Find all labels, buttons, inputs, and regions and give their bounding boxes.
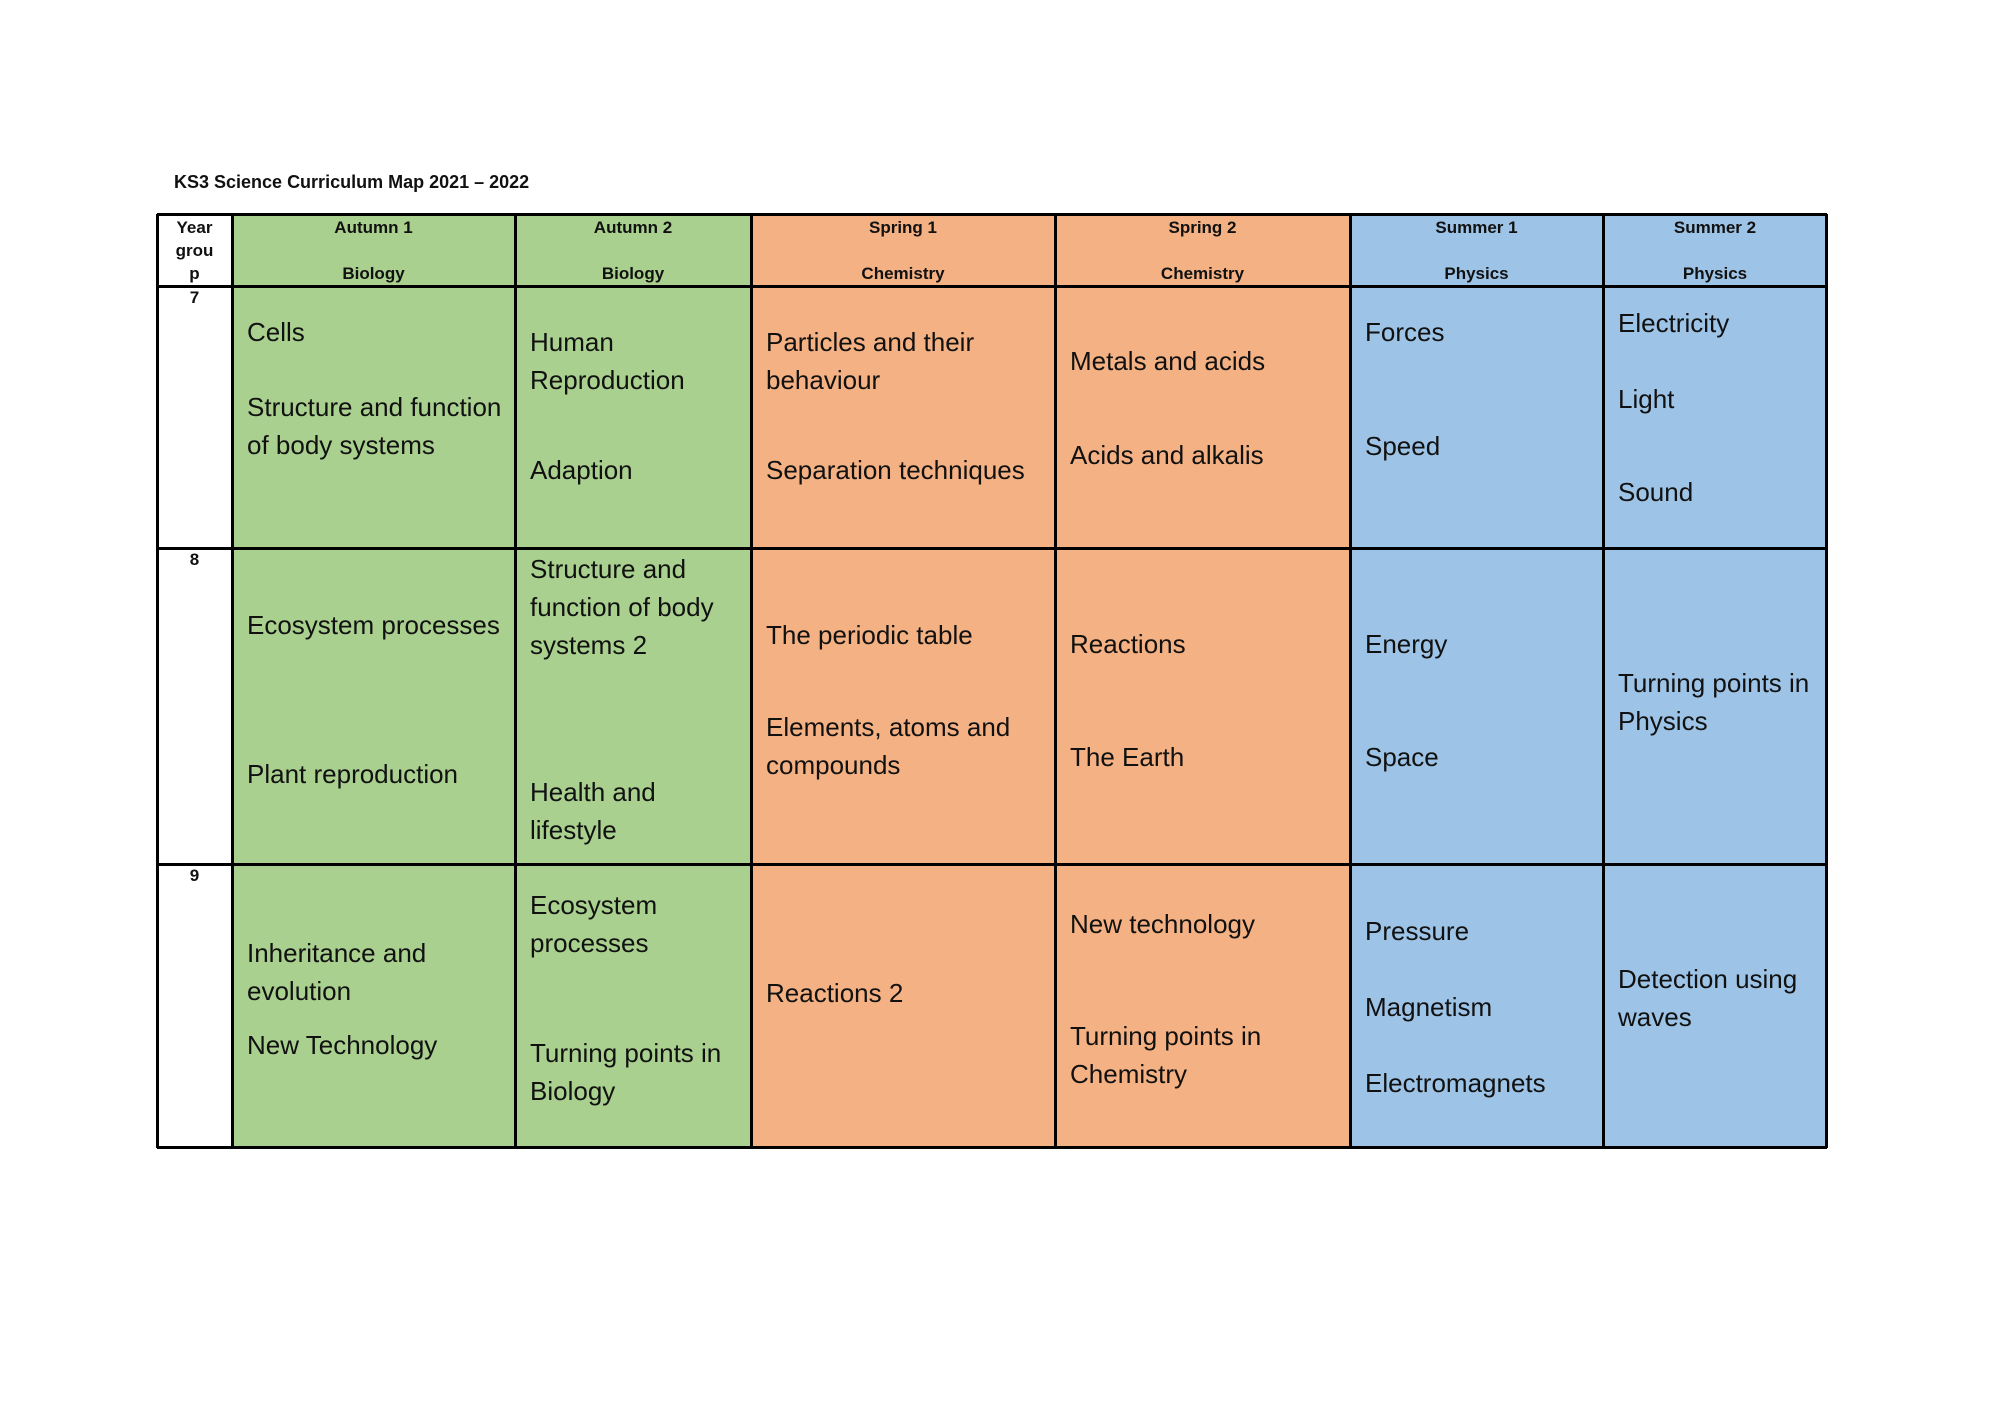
table-border: [156, 214, 159, 1148]
topic-cell: Particles and their behaviour Separation…: [751, 286, 1055, 548]
topic-cell: Human Reproduction Adaption: [515, 286, 751, 548]
topic-cell: Metals and acids Acids and alkalis: [1055, 286, 1350, 548]
topic: Turning points in Biology: [530, 1038, 722, 1106]
topic-cell: Reactions The Earth: [1055, 548, 1350, 864]
column-divider: [514, 214, 517, 1148]
topic: Cells: [247, 317, 305, 347]
year-number: 7: [189, 288, 200, 307]
topic: Magnetism: [1365, 992, 1493, 1022]
topic: Acids and alkalis: [1070, 440, 1264, 470]
table-border: [157, 1146, 1827, 1149]
row-divider: [157, 863, 1827, 866]
topic-cell: New technology Turning points in Chemist…: [1055, 864, 1350, 1148]
term-label: Spring 2: [1168, 218, 1237, 237]
topic: The Earth: [1070, 742, 1185, 772]
column-header-spring-1: Spring 1 Chemistry: [751, 214, 1055, 286]
topic-cell: Inheritance and evolution New Technology: [232, 864, 515, 1148]
year-cell: 8: [157, 548, 232, 864]
topic: Separation techniques: [766, 455, 1025, 485]
year-number: 8: [189, 550, 200, 569]
year-group-header: Year grou p: [157, 214, 232, 286]
table-border: [157, 213, 1827, 216]
topic-cell: Structure and function of body systems 2…: [515, 548, 751, 864]
year-number: 9: [189, 866, 200, 885]
topic: Space: [1365, 742, 1439, 772]
topic: Electricity: [1618, 308, 1730, 338]
row-divider: [157, 547, 1827, 550]
topic-cell: Pressure Magnetism Electromagnets: [1350, 864, 1603, 1148]
column-divider: [750, 214, 753, 1148]
topic-cell: Energy Space: [1350, 548, 1603, 864]
term-label: Autumn 1: [334, 218, 413, 237]
subject-label: Chemistry: [861, 264, 945, 283]
topic-cell: Ecosystem processes Turning points in Bi…: [515, 864, 751, 1148]
year-header-line: p: [189, 264, 200, 283]
topic: Structure and function of body systems 2: [530, 554, 714, 660]
topic: Reactions: [1070, 629, 1186, 659]
topic: Adaption: [530, 455, 633, 485]
topic: Reactions 2: [766, 978, 904, 1008]
topic: The periodic table: [766, 620, 973, 650]
topic-cell: Ecosystem processes Plant reproduction: [232, 548, 515, 864]
year-header-line: Year: [176, 218, 213, 237]
topic: Inheritance and evolution: [247, 938, 427, 1006]
column-divider: [1349, 214, 1352, 1148]
term-label: Spring 1: [868, 218, 937, 237]
subject-label: Biology: [342, 264, 405, 283]
topic: Particles and their behaviour: [766, 327, 975, 395]
topic: Structure and function of body systems: [247, 392, 502, 460]
topic: New Technology: [247, 1030, 438, 1060]
term-label: Summer 1: [1435, 218, 1518, 237]
column-header-summer-2: Summer 2 Physics: [1603, 214, 1827, 286]
topic: Energy: [1365, 629, 1448, 659]
topic-cell: Electricity Light Sound: [1603, 286, 1827, 548]
topic: Detection using waves: [1618, 964, 1798, 1032]
topic: Human Reproduction: [530, 327, 685, 395]
topic-cell: Detection using waves: [1603, 864, 1827, 1148]
page-title: KS3 Science Curriculum Map 2021 – 2022: [174, 172, 530, 192]
column-divider: [1602, 214, 1605, 1148]
topic-cell: Forces Speed: [1350, 286, 1603, 548]
topic: Forces: [1365, 317, 1445, 347]
topic-cell: The periodic table Elements, atoms and c…: [751, 548, 1055, 864]
year-cell: 9: [157, 864, 232, 1148]
topic: Ecosystem processes: [247, 610, 500, 640]
year-cell: 7: [157, 286, 232, 548]
curriculum-table: Year grou p Autumn 1 Biology Autumn 2 Bi…: [156, 213, 1828, 1149]
topic-cell: Reactions 2: [751, 864, 1055, 1148]
subject-label: Chemistry: [1160, 264, 1245, 283]
term-label: Autumn 2: [593, 218, 673, 237]
term-label: Summer 2: [1673, 218, 1757, 237]
subject-label: Physics: [1444, 264, 1509, 283]
topic: Ecosystem processes: [530, 890, 658, 958]
topic-cell: Turning points in Physics: [1603, 548, 1827, 864]
topic: Metals and acids: [1070, 346, 1266, 376]
topic: Speed: [1365, 431, 1441, 461]
topic: Light: [1618, 384, 1675, 414]
topic: Electromagnets: [1365, 1068, 1546, 1098]
row-divider: [157, 285, 1827, 288]
topic: Health and lifestyle: [530, 777, 656, 845]
column-divider: [1054, 214, 1057, 1148]
column-header-autumn-1: Autumn 1 Biology: [232, 214, 515, 286]
column-header-spring-2: Spring 2 Chemistry: [1055, 214, 1350, 286]
topic: Pressure: [1365, 916, 1470, 946]
topic: Turning points in Chemistry: [1070, 1021, 1262, 1089]
year-header-line: grou: [175, 241, 214, 260]
column-header-autumn-2: Autumn 2 Biology: [515, 214, 751, 286]
topic: Elements, atoms and compounds: [766, 712, 1011, 780]
subject-label: Biology: [601, 264, 665, 283]
topic: Sound: [1618, 477, 1694, 507]
topic: New technology: [1070, 909, 1255, 939]
column-header-summer-1: Summer 1 Physics: [1350, 214, 1603, 286]
column-divider: [231, 214, 234, 1148]
topic-cell: Cells Structure and function of body sys…: [232, 286, 515, 548]
subject-label: Physics: [1682, 264, 1748, 283]
table-border: [1825, 214, 1828, 1148]
topic: Plant reproduction: [247, 759, 459, 789]
topic: Turning points in Physics: [1618, 668, 1810, 736]
